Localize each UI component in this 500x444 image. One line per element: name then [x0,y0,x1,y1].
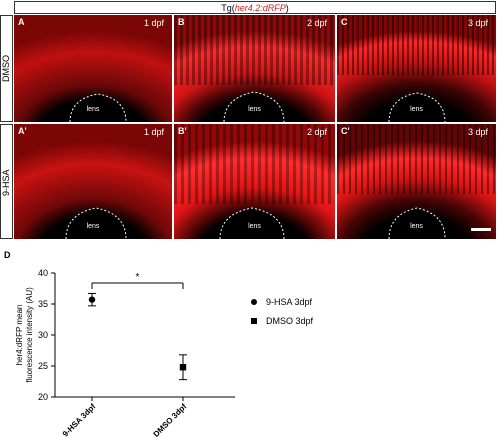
panel-age: 3 dpf [467,18,488,28]
scale-bar [471,228,491,231]
x-tick-label: 9-HSA 3dpf [61,402,98,439]
y-tick-label: 30 [38,330,48,340]
significance-label: * [136,272,140,283]
y-tick-label: 35 [38,299,48,309]
lens-label: lens [86,106,100,113]
y-tick-label: 20 [38,392,48,402]
panel-a: A 1 dpf lens [14,15,172,122]
row-label-box-dmso [0,15,13,122]
panel-age: 2 dpf [306,18,327,28]
legend-marker [251,299,257,305]
panel-age: 1 dpf [143,18,164,28]
panel-a-image [14,15,172,122]
data-point [179,364,187,371]
panel-b-image [174,15,335,122]
legend-marker [251,318,257,324]
panel-c-image [337,15,496,122]
title-transgene: her4.2:dRFP [234,3,286,13]
legend-label: 9-HSA 3dpf [266,297,313,307]
panel-c-prime-image [337,124,496,239]
panel-a-prime: A' 1 dpf lens [14,124,172,239]
panel-c-prime: C' 3 dpf lens [337,124,496,239]
legend-label: DMSO 3dpf [266,316,314,326]
panel-a-prime-image [14,124,172,239]
y-tick-label: 40 [38,268,48,278]
panel-letter: C' [341,126,350,136]
panel-letter: B [178,17,185,27]
panel-d-label: D [4,250,11,260]
panel-b-prime: B' 2 dpf lens [174,124,335,239]
panel-letter: A' [18,126,27,136]
x-tick-label: DMSO 3dpf [152,402,189,439]
lens-label: lens [248,223,261,230]
title-prefix: Tg( [221,3,235,13]
data-point [88,296,96,303]
panel-age: 3 dpf [467,127,488,137]
panel-c: C 3 dpf lens [337,15,496,122]
panel-letter: B' [178,126,187,136]
lens-label: lens [410,223,423,230]
y-tick-label: 25 [38,361,48,371]
y-axis-label: her4:dRFP meanfluorescence intensity (AU… [15,287,34,383]
lens-label: lens [86,223,100,230]
figure-title: Tg(her4.2:dRFP) [14,1,496,14]
panel-b-prime-image [174,124,335,239]
panel-letter: C [341,17,348,27]
panel-age: 2 dpf [306,127,327,137]
lens-label: lens [410,106,423,113]
panel-letter: A [18,17,25,27]
lens-label: lens [248,106,261,113]
title-suffix: ) [285,3,289,13]
row-label-box-9hsa [0,124,13,239]
panel-b: B 2 dpf lens [174,15,335,122]
panel-age: 1 dpf [143,127,164,137]
